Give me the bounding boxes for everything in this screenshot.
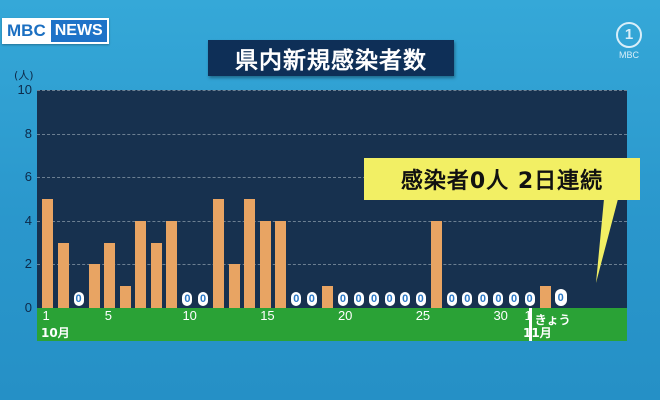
x-tick-label: 1 (524, 308, 532, 323)
x-tick-label: 1 (42, 308, 50, 323)
bar (430, 220, 442, 308)
zero-marker: 0 (306, 292, 317, 306)
zero-marker: 0 (73, 292, 84, 306)
bar (259, 220, 271, 308)
zero-marker: 0 (182, 292, 193, 306)
x-tick-label: 20 (337, 308, 353, 323)
bar (57, 242, 69, 308)
logo-mbc: MBC (2, 18, 51, 44)
bar (213, 199, 225, 308)
zero-marker: 0 (369, 292, 380, 306)
zero-marker: 0 (400, 292, 411, 306)
zero-marker: 0 (198, 292, 208, 306)
zero-marker: 0 (337, 292, 348, 306)
month-separator (529, 308, 532, 341)
bar (88, 264, 100, 308)
y-tick-label: 4 (24, 212, 32, 228)
chart-title: 県内新規感染者数 (208, 40, 454, 76)
zero-marker: 0 (493, 292, 504, 306)
zero-marker: 0 (415, 292, 426, 306)
zero-marker: 0 (477, 292, 488, 306)
gridline (37, 264, 627, 266)
bar (150, 242, 162, 308)
bar (119, 286, 131, 308)
x-axis-bar: 1 5 10 15 20 25 30 1 きょう 10月 11月 (37, 308, 627, 341)
x-tick-label: 5 (104, 308, 112, 323)
x-month-label: 10月 (41, 326, 70, 340)
y-tick-label: 2 (24, 256, 32, 272)
zero-marker: 0 (554, 289, 567, 306)
mbc-news-logo: MBC NEWS (2, 18, 109, 44)
x-tick-label: 10 (182, 308, 197, 323)
annotation-callout: 感染者0人 2日連続 (364, 158, 640, 200)
callout-pointer (596, 199, 618, 283)
zero-marker: 0 (509, 292, 519, 306)
channel-mark: 1 (616, 22, 642, 48)
zero-marker: 0 (384, 292, 395, 306)
gridline (37, 90, 627, 91)
logo-news: NEWS (50, 18, 109, 44)
bar (228, 264, 240, 308)
gridline (37, 177, 627, 179)
y-tick-label: 10 (17, 82, 32, 97)
x-tick-label: 30 (493, 308, 508, 323)
bar (244, 199, 256, 308)
zero-marker: 0 (446, 292, 457, 306)
bar (539, 286, 551, 308)
y-tick-label: 8 (24, 125, 32, 141)
bar (166, 220, 178, 308)
channel-text: MBC (619, 50, 639, 60)
bar (42, 199, 53, 308)
y-tick-label: 0 (24, 300, 32, 315)
bar (104, 242, 116, 308)
gridline (37, 220, 627, 222)
y-axis-unit: (人) (14, 69, 34, 82)
y-tick-label: 6 (24, 169, 32, 185)
zero-marker: 0 (524, 292, 535, 306)
channel-watermark: 1 MBC (612, 22, 646, 60)
gridline (37, 133, 627, 135)
zero-marker: 0 (291, 292, 302, 306)
bar (135, 220, 147, 308)
zero-marker: 0 (353, 292, 364, 306)
x-tick-label: 15 (260, 308, 275, 323)
x-tick-label: 25 (415, 308, 431, 323)
zero-marker: 0 (462, 292, 473, 306)
x-tick-label: きょう (534, 313, 571, 327)
bar (275, 220, 287, 308)
bar (321, 286, 333, 308)
x-month-label: 11月 (523, 326, 552, 340)
